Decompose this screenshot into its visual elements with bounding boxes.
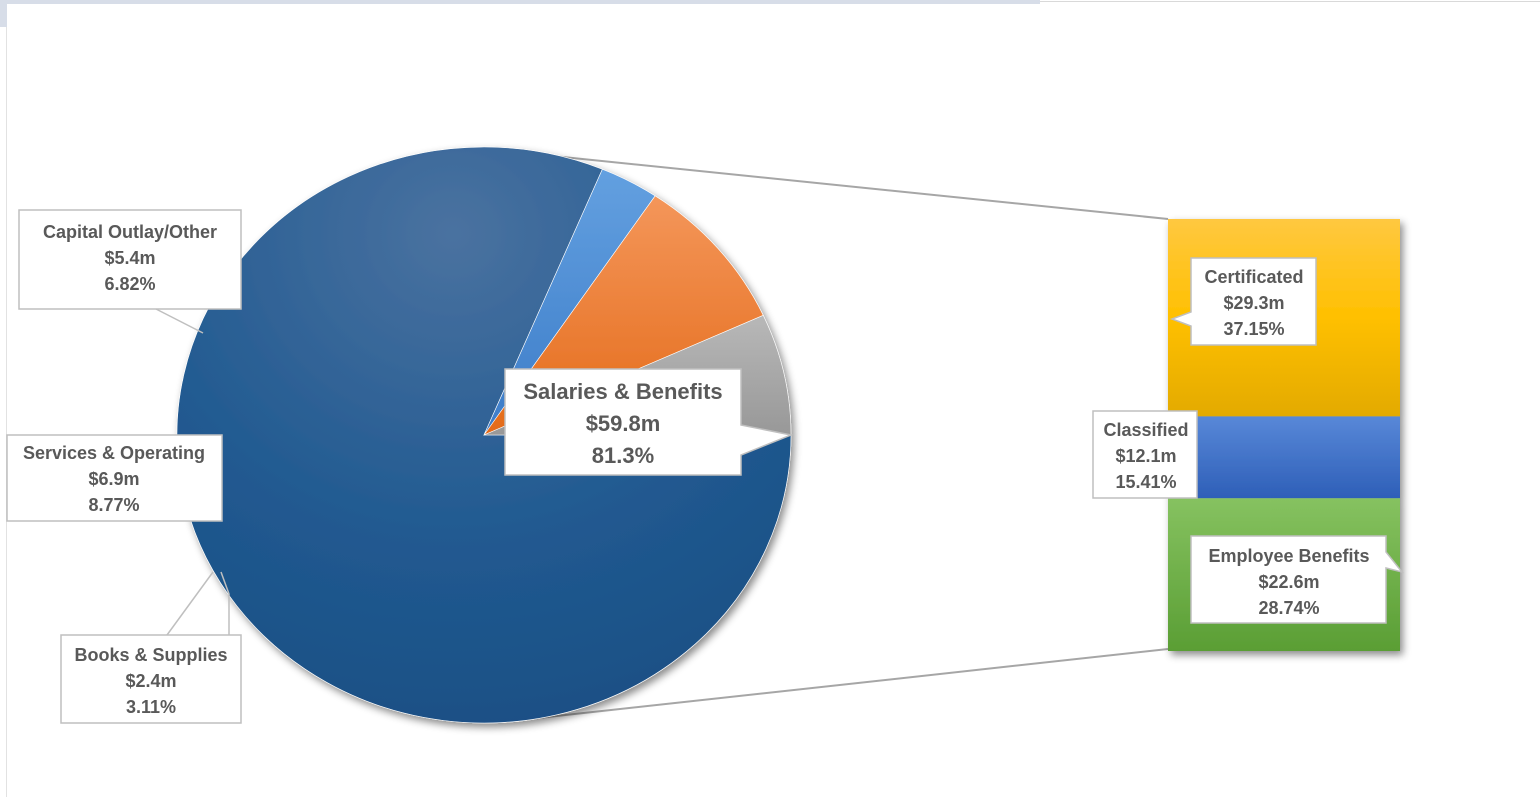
leader-line-capital: [155, 308, 204, 334]
data-label-books-amount: $2.4m: [125, 671, 176, 691]
data-label-capital-name: Capital Outlay/Other: [43, 222, 217, 242]
data-label-capital-amount: $5.4m: [104, 248, 155, 268]
data-label-salaries-amount: $59.8m: [586, 411, 661, 436]
data-label-books: Books & Supplies $2.4m 3.11%: [60, 571, 242, 724]
data-label-salaries: Salaries & Benefits $59.8m 81.3%: [504, 368, 794, 476]
bar-segment-classified: [1168, 416, 1400, 499]
leader-line-books: [166, 571, 214, 636]
data-label-classified-percent: 15.41%: [1115, 472, 1176, 492]
data-label-salaries-name: Salaries & Benefits: [523, 379, 722, 404]
data-label-books-percent: 3.11%: [126, 697, 176, 717]
data-label-certificated-amount: $29.3m: [1223, 293, 1284, 313]
data-label-classified: Classified $12.1m 15.41%: [1092, 410, 1198, 499]
window-left-border: [6, 27, 7, 797]
data-label-benefits-percent: 28.74%: [1258, 598, 1319, 618]
data-label-certificated: Certificated $29.3m 37.15%: [1169, 257, 1317, 346]
data-label-benefits: Employee Benefits $22.6m 28.74%: [1190, 535, 1404, 624]
data-label-classified-amount: $12.1m: [1115, 446, 1176, 466]
data-label-salaries-percent: 81.3%: [592, 443, 654, 468]
window-top-border: [1040, 1, 1540, 2]
data-label-services-amount: $6.9m: [88, 469, 139, 489]
data-label-certificated-name: Certificated: [1204, 267, 1303, 287]
data-label-certificated-percent: 37.15%: [1223, 319, 1284, 339]
window-top-bar: [0, 0, 1040, 4]
data-label-books-name: Books & Supplies: [74, 645, 227, 665]
data-label-benefits-amount: $22.6m: [1258, 572, 1319, 592]
data-label-capital: Capital Outlay/Other $5.4m 6.82%: [18, 209, 242, 334]
connector-line-top: [523, 152, 1169, 220]
leader-line-books-secondary: [220, 571, 230, 635]
data-label-classified-name: Classified: [1103, 420, 1188, 440]
data-label-capital-percent: 6.82%: [104, 274, 155, 294]
window-left-bar: [0, 0, 7, 27]
connector-line-bottom: [519, 648, 1169, 721]
data-label-services: Services & Operating $6.9m 8.77%: [6, 434, 223, 522]
data-label-benefits-name: Employee Benefits: [1208, 546, 1369, 566]
data-label-services-name: Services & Operating: [23, 443, 205, 463]
data-label-services-percent: 8.77%: [88, 495, 139, 515]
